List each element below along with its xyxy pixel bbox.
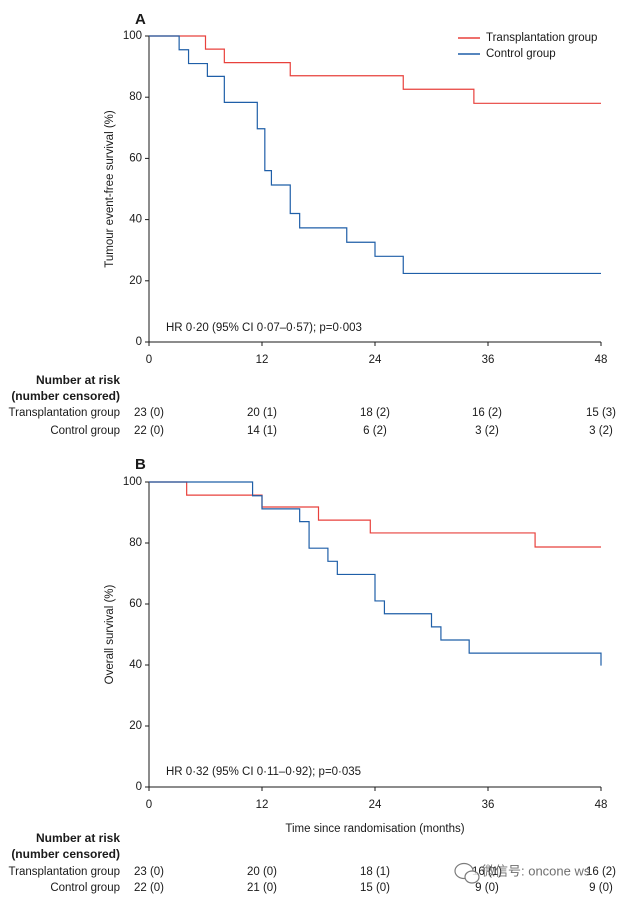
legend-label: Transplantation group	[486, 32, 597, 44]
y-tick-label: 60	[129, 598, 142, 610]
x-tick-label: 36	[482, 799, 495, 811]
hr-annotation: HR 0·32 (95% CI 0·11–0·92); p=0·035	[166, 766, 361, 778]
x-tick-label: 0	[146, 799, 152, 811]
panel-label: B	[135, 456, 146, 473]
panel-b: B 0 20 40 60 80 100 0 12 24 36 48 Overall survival (…	[9, 456, 617, 894]
risk-value: 3 (2)	[475, 425, 499, 437]
series-line-control	[149, 35, 601, 275]
risk-value: 3 (2)	[589, 425, 613, 437]
risk-value: 21 (0)	[247, 882, 277, 894]
risk-value: 16 (2)	[472, 407, 502, 419]
risk-value: 22 (0)	[134, 425, 164, 437]
y-tick-label: 40	[129, 214, 142, 226]
risk-value: 9 (0)	[589, 882, 613, 894]
y-tick-label: 100	[123, 30, 142, 42]
x-tick-label: 48	[595, 354, 608, 366]
y-tick-label: 80	[129, 537, 142, 549]
y-axis-label: Overall survival (%)	[104, 584, 116, 684]
watermark: 微信号: oncone ws	[454, 862, 591, 884]
x-tick-label: 48	[595, 799, 608, 811]
risk-value: 23 (0)	[134, 407, 164, 419]
risk-value: 9 (0)	[475, 882, 499, 894]
y-tick-label: 100	[123, 476, 142, 488]
risk-value: 14 (1)	[247, 425, 277, 437]
risk-value: 23 (0)	[134, 866, 164, 878]
series-line-transplantation	[149, 35, 601, 104]
risk-table-header: Number at risk	[36, 831, 120, 845]
x-tick-label: 24	[369, 354, 382, 366]
series-line-control	[149, 481, 602, 666]
legend-label: Control group	[486, 48, 556, 60]
series-line-transplantation	[149, 481, 601, 548]
x-tick-label: 0	[146, 354, 152, 366]
hr-annotation: HR 0·20 (95% CI 0·07–0·57); p=0·003	[166, 322, 362, 334]
risk-value: 16 (2)	[586, 866, 616, 878]
x-tick-label: 24	[369, 799, 382, 811]
risk-value: 15 (0)	[360, 882, 390, 894]
panel-label: A	[135, 11, 146, 28]
risk-value: 18 (1)	[360, 866, 390, 878]
risk-value: 20 (1)	[247, 407, 277, 419]
x-tick-label: 12	[256, 354, 269, 366]
panel-a: A 0 20 40 60 80 100 0 12 24 36 48 Tumour event-free …	[9, 11, 617, 437]
x-tick-label: 12	[256, 799, 269, 811]
risk-value: 18 (2)	[360, 407, 390, 419]
y-axis-label: Tumour event-free survival (%)	[104, 110, 116, 268]
risk-value: 6 (2)	[363, 425, 387, 437]
risk-row-label: Transplantation group	[9, 866, 120, 878]
y-tick-label: 20	[129, 720, 142, 732]
risk-table-header: (number censored)	[11, 847, 120, 861]
risk-table-header: Number at risk	[36, 373, 120, 387]
y-tick-label: 40	[129, 659, 142, 671]
risk-row-label: Control group	[50, 425, 120, 437]
y-tick-label: 60	[129, 152, 142, 164]
risk-table-header: (number censored)	[11, 389, 120, 403]
y-tick-label: 80	[129, 91, 142, 103]
risk-row-label: Control group	[50, 882, 120, 894]
y-tick-label: 20	[129, 275, 142, 287]
risk-value: 15 (3)	[586, 407, 616, 419]
risk-row-label: Transplantation group	[9, 407, 120, 419]
x-tick-label: 36	[482, 354, 495, 366]
risk-value: 16 (1)	[472, 866, 502, 878]
y-tick-label: 0	[136, 336, 142, 348]
risk-value: 22 (0)	[134, 882, 164, 894]
x-axis-label: Time since randomisation (months)	[285, 823, 464, 835]
wechat-icon-bubble	[464, 870, 480, 884]
watermark-text: 微信号: oncone ws	[482, 863, 591, 878]
risk-value: 20 (0)	[247, 866, 277, 878]
y-tick-label: 0	[136, 781, 142, 793]
